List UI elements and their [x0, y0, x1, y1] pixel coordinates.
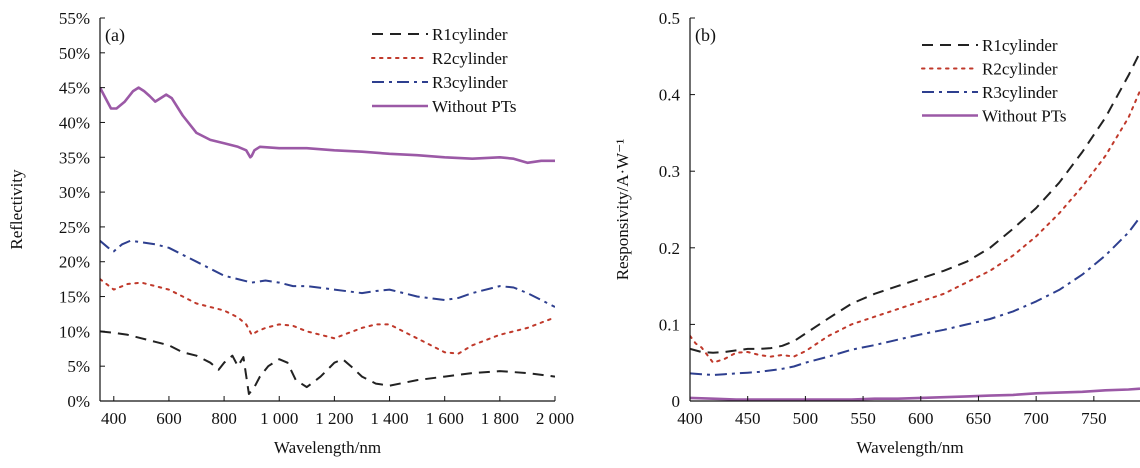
- y-tick-label: 25%: [59, 218, 90, 237]
- legend: R1cylinder R2cylinder R3cylinder Without PT…: [371, 25, 517, 116]
- x-tick-label: 1 400: [370, 409, 408, 428]
- y-tick-label: 20%: [59, 253, 90, 272]
- x-tick-label: 600: [908, 409, 934, 428]
- x-tick-label: 500: [793, 409, 819, 428]
- series-line-r1cylinder: [100, 330, 555, 395]
- series-line-without-pts: [100, 86, 555, 165]
- y-tick-label: 15%: [59, 288, 90, 307]
- y-tick-label: 0.2: [659, 239, 680, 258]
- x-tick-label: 600: [156, 409, 182, 428]
- legend-label: Without PTs: [432, 97, 517, 116]
- y-tick-label: 45%: [59, 79, 90, 98]
- x-tick-label: 1 600: [426, 409, 464, 428]
- series-line-r2cylinder: [100, 278, 555, 355]
- x-tick-label: 2 000: [536, 409, 574, 428]
- legend-label: R3cylinder: [982, 83, 1058, 102]
- x-tick-label: 650: [966, 409, 992, 428]
- series-line-r2cylinder: [690, 89, 1140, 364]
- x-axis-label: Wavelength/nm: [274, 438, 381, 457]
- x-tick-label: 1 000: [260, 409, 298, 428]
- y-tick-label: 30%: [59, 183, 90, 202]
- y-axis-label: Reflectivity: [7, 169, 26, 250]
- y-tick-label: 0.3: [659, 162, 680, 181]
- y-tick-label: 40%: [59, 113, 90, 132]
- x-axis-label: Wavelength/nm: [856, 438, 963, 457]
- series-line-r3cylinder: [690, 216, 1140, 376]
- x-tick-label: 750: [1081, 409, 1107, 428]
- x-tick-label: 400: [677, 409, 703, 428]
- y-tick-label: 55%: [59, 9, 90, 28]
- legend-label: R1cylinder: [982, 36, 1058, 55]
- legend-label: R2cylinder: [982, 60, 1058, 79]
- x-tick-label: 550: [850, 409, 876, 428]
- y-tick-label: 0%: [67, 392, 90, 411]
- legend: R1cylinder R2cylinder R3cylinder Without PT…: [921, 36, 1067, 126]
- y-tick-label: 10%: [59, 322, 90, 341]
- y-tick-label: 0.5: [659, 9, 680, 28]
- x-tick-label: 1 200: [315, 409, 353, 428]
- y-tick-label: 35%: [59, 148, 90, 167]
- panel-label: (a): [105, 25, 125, 46]
- panel-label: (b): [695, 25, 716, 46]
- y-axis-label: Responsivity/A·W⁻¹: [613, 139, 632, 281]
- chart-panel-b: 400 450 500 550 600 650 700 750 0 0.1 0.2 0.3 0.4 0.5…: [613, 9, 1140, 457]
- x-tick-label: 1 800: [481, 409, 519, 428]
- legend-label: R1cylinder: [432, 25, 508, 44]
- series-line-r1cylinder: [690, 52, 1140, 354]
- series-line-r3cylinder: [100, 239, 555, 308]
- legend-label: R3cylinder: [432, 73, 508, 92]
- chart-panel-a: 400 600 800 1 000 1 200 1 400 1 600 1 800 2 000 0…: [7, 9, 574, 457]
- legend-label: Without PTs: [982, 107, 1067, 126]
- y-tick-label: 5%: [67, 357, 90, 376]
- x-tick-label: 700: [1023, 409, 1049, 428]
- x-tick-label: 400: [101, 409, 127, 428]
- y-tick-label: 0.1: [659, 315, 680, 334]
- legend-label: R2cylinder: [432, 49, 508, 68]
- y-tick-label: 50%: [59, 44, 90, 63]
- x-tick-label: 800: [211, 409, 237, 428]
- x-tick-label: 450: [735, 409, 761, 428]
- y-tick-label: 0.4: [659, 86, 681, 105]
- series-line-without-pts: [690, 387, 1140, 401]
- y-tick-label: 0: [672, 392, 681, 411]
